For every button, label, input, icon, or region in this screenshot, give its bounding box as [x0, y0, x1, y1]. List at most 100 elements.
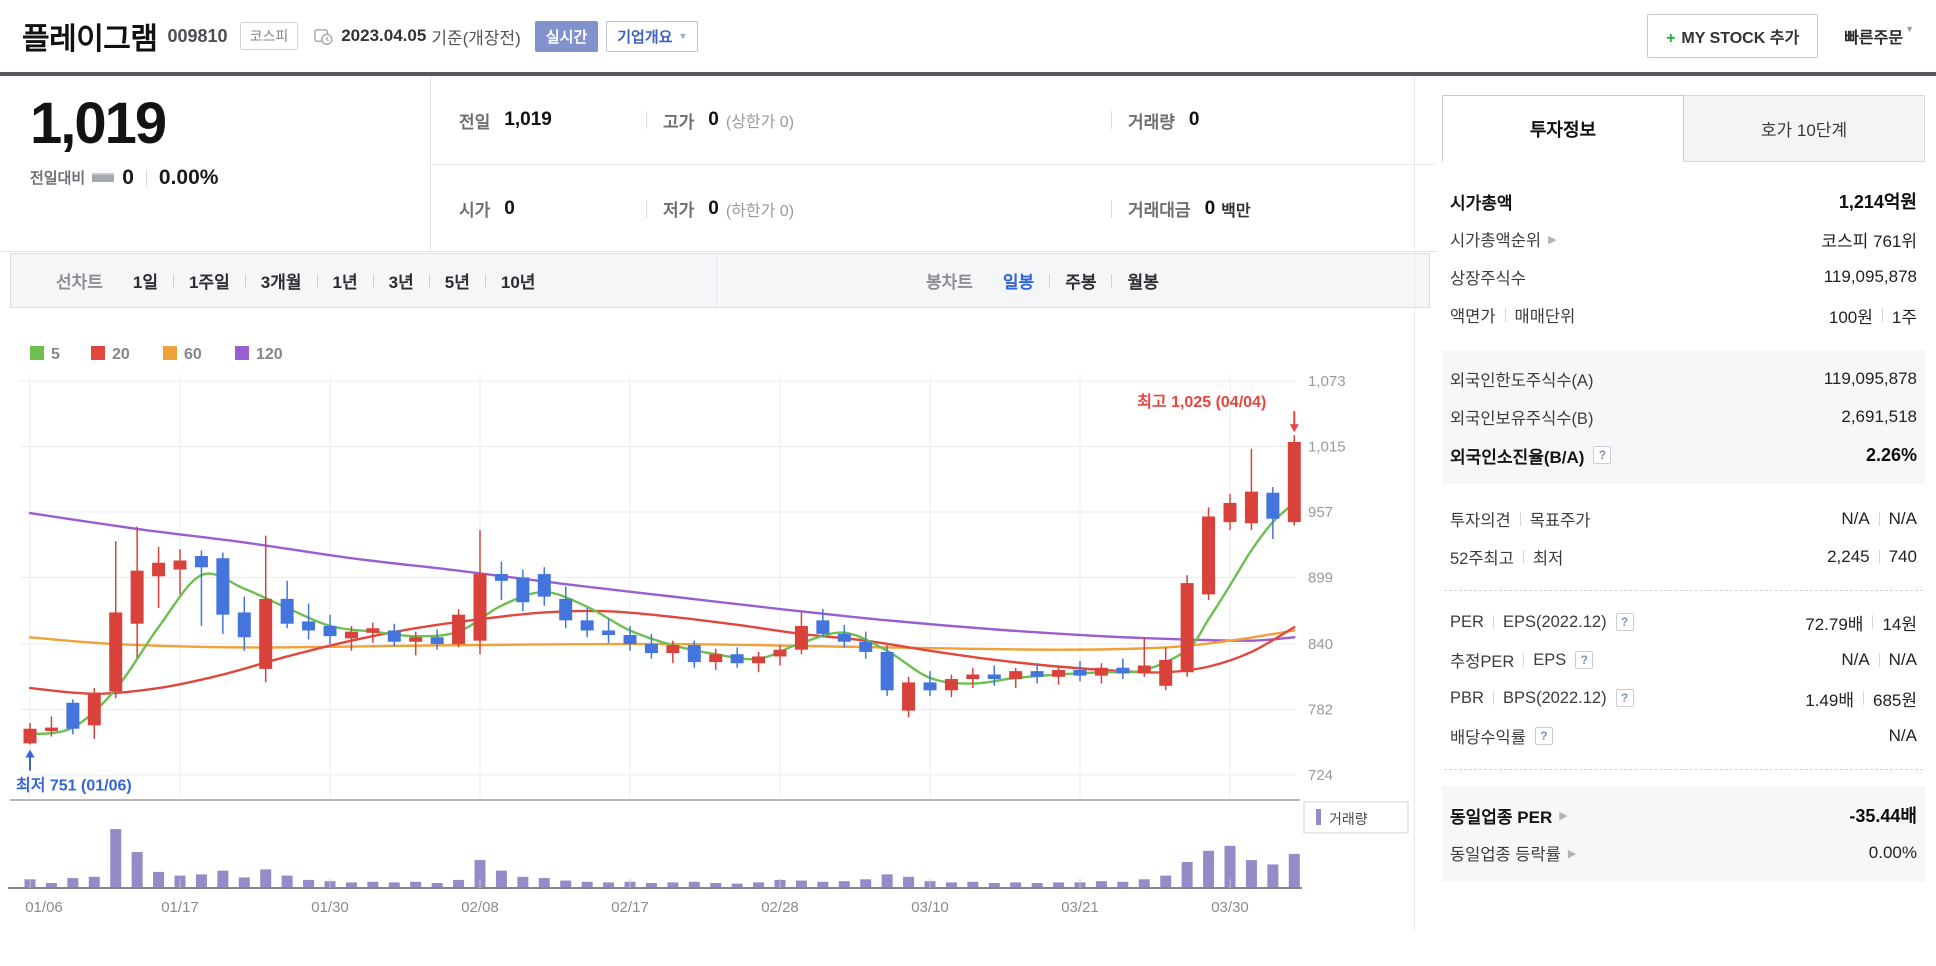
candle-02/10 — [516, 577, 530, 603]
help-icon[interactable]: ? — [1575, 651, 1594, 669]
volume-bar-01/13 — [131, 852, 143, 888]
chevron-down-icon: ▼ — [678, 31, 688, 41]
row-value: 2,245 740 — [1827, 547, 1917, 567]
ma-legend-label-20: 20 — [112, 346, 130, 363]
help-icon[interactable]: ? — [1615, 613, 1634, 631]
candle-02/27 — [752, 656, 766, 664]
candle-02/03 — [409, 637, 423, 642]
volume-bar-03/30 — [1224, 845, 1236, 888]
volume-bar-03/08 — [881, 874, 893, 888]
x-axis-label: 01/06 — [25, 899, 63, 916]
divider — [1523, 653, 1525, 667]
y-axis-label: 1,015 — [1308, 438, 1346, 455]
summary-cell-전일: 전일 1,019 — [431, 108, 646, 133]
list-item: 배당수익률? N/A — [1444, 717, 1923, 755]
volume-legend-box — [1303, 801, 1409, 834]
divider — [1111, 111, 1112, 129]
line-chart-group-label: 선차트 — [56, 273, 103, 292]
investment-info-panel: 투자정보 호가 10단계 시가총액 1,214억원 시가총액순위 ▶ 코스피 761위 상장… — [1442, 76, 1925, 966]
row-value-text-2: 740 — [1888, 547, 1917, 566]
row-label: 52주최고 최저 — [1450, 545, 1563, 569]
candle-chart-group-label: 봉차트 — [926, 273, 973, 292]
tab-호가 10단계[interactable]: 호가 10단계 — [1684, 95, 1925, 162]
volume-bar-02/22 — [688, 881, 700, 888]
candle-03/10 — [923, 682, 937, 691]
candle-03/24 — [1137, 665, 1151, 674]
volume-bar-02/01 — [367, 881, 379, 888]
candle-02/24 — [730, 654, 744, 664]
candle-03/06 — [837, 633, 851, 642]
realtime-badge: 실시간 — [534, 20, 599, 52]
divider — [1878, 512, 1880, 526]
tab-5년[interactable]: 5년 — [444, 273, 470, 292]
ma-legend-label-120: 120 — [256, 346, 283, 363]
tab-3년[interactable]: 3년 — [388, 273, 414, 292]
tab-투자정보[interactable]: 투자정보 — [1442, 95, 1684, 162]
row-value: 1,214억원 — [1839, 188, 1917, 214]
volume-bar-01/10 — [67, 878, 79, 888]
tab-10년[interactable]: 10년 — [500, 273, 536, 292]
row-value-text: 코스피 761위 — [1821, 231, 1917, 251]
change-value: 0 — [122, 165, 134, 189]
my-stock-add-button[interactable]: + MY STOCK 추가 — [1647, 14, 1819, 58]
divider — [1878, 653, 1880, 667]
stock-code: 009810 — [167, 25, 228, 46]
divider — [1878, 550, 1880, 564]
divider — [1522, 550, 1524, 564]
volume-bar-03/03 — [817, 881, 829, 888]
divider — [1111, 273, 1113, 288]
candle-03/09 — [902, 682, 916, 711]
tab-3개월[interactable]: 3개월 — [260, 273, 302, 292]
candle-03/28 — [1180, 583, 1194, 673]
x-axis-label: 03/10 — [911, 899, 949, 916]
row-label-text: 액면가 — [1450, 308, 1496, 326]
list-item: 동일업종 등락률 ▶ 0.00% — [1444, 834, 1923, 872]
row-label[interactable]: 동일업종 PER ▶ — [1450, 803, 1568, 828]
divider — [1444, 769, 1923, 770]
row-label[interactable]: 동일업종 등락률 ▶ — [1450, 841, 1576, 865]
help-icon[interactable]: ? — [1593, 446, 1612, 464]
tab-1년[interactable]: 1년 — [332, 273, 358, 292]
tab-1일[interactable]: 1일 — [132, 273, 159, 292]
row-value-text: 2.26% — [1865, 444, 1917, 465]
divider — [1444, 590, 1923, 591]
row-label-text: 동일업종 PER — [1450, 807, 1553, 827]
panel-content: 시가총액 1,214억원 시가총액순위 ▶ 코스피 761위 상장주식수 119,095,8… — [1442, 182, 1925, 882]
row-label-text: 동일업종 등락률 — [1450, 846, 1561, 864]
volume-bar-03/02 — [795, 880, 807, 888]
row-label-text: 배당수익률 — [1450, 729, 1526, 747]
quick-order-button[interactable]: 빠른주문▼ — [1844, 24, 1914, 48]
stock-candlestick-chart: 1,073 1,015 957 899 840 782 724 최고 1,025 (04/04… — [8, 346, 1409, 916]
row-value-text: 119,095,878 — [1823, 369, 1917, 388]
ohlc-summary-table: 전일 1,019 고가 0 (상한가 0) 거래량 0 시가 0 저가 0 (하한가 0) 거래대금 0 백… — [430, 76, 1437, 252]
row-label[interactable]: 시가총액순위 ▶ — [1450, 227, 1557, 251]
tab-일봉[interactable]: 일봉 — [1002, 273, 1035, 292]
tab-월봉[interactable]: 월봉 — [1127, 273, 1159, 292]
help-icon[interactable]: ? — [1615, 689, 1634, 707]
change-label: 전일대비 — [30, 170, 86, 188]
row-label-text-2: EPS — [1533, 650, 1567, 669]
volume-bar-02/27 — [753, 882, 765, 888]
candle-02/28 — [773, 649, 787, 657]
tab-1주일[interactable]: 1주일 — [189, 273, 230, 292]
candle-02/14 — [559, 598, 573, 621]
ma-120-line — [28, 511, 1296, 642]
y-axis-label: 899 — [1308, 569, 1333, 586]
row-value: 코스피 761위 — [1821, 227, 1917, 252]
ma-legend-swatch-5 — [30, 346, 44, 360]
row-value: -35.44배 — [1849, 802, 1917, 828]
candle-02/21 — [666, 645, 680, 654]
list-item: 추정PER EPS? N/A N/A — [1444, 641, 1923, 679]
divider — [1504, 308, 1506, 322]
list-item: 동일업종 PER ▶ -35.44배 — [1444, 796, 1923, 834]
summary-cell-거래량: 거래량 0 — [1111, 108, 1437, 133]
candle-03/02 — [794, 625, 808, 650]
help-icon[interactable]: ? — [1534, 727, 1553, 745]
ma-legend-swatch-60 — [163, 346, 177, 360]
candle-03/13 — [944, 679, 958, 691]
row-value: N/A — [1889, 726, 1917, 746]
table-row: 시가 0 저가 0 (하한가 0) 거래대금 0 백만 — [431, 164, 1437, 252]
company-overview-button[interactable]: 기업개요 ▼ — [606, 20, 699, 52]
candle-03/29 — [1202, 516, 1216, 595]
tab-주봉[interactable]: 주봉 — [1065, 273, 1097, 292]
